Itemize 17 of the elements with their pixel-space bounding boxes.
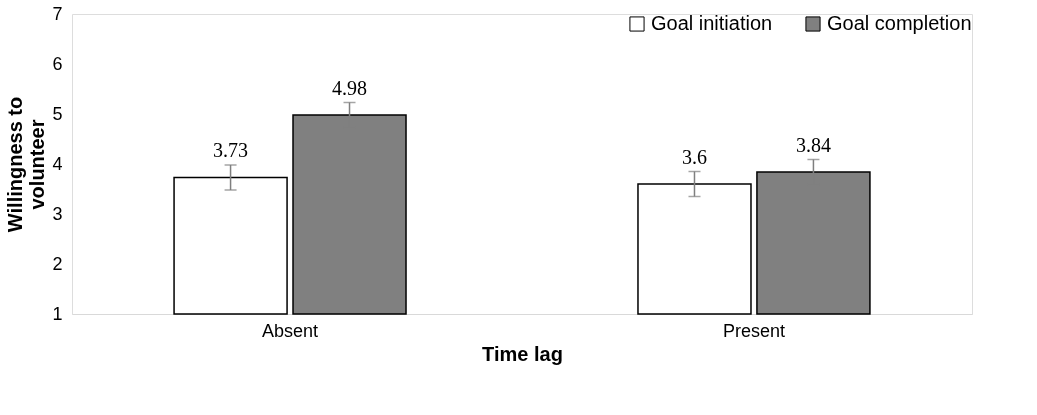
x-tick-label: Absent — [262, 320, 319, 341]
y-tick-label: 5 — [52, 103, 63, 124]
y-tick-label: 2 — [52, 253, 63, 274]
y-tick-label: 7 — [52, 3, 63, 24]
y-axis-title: Willingness to volunteer — [4, 96, 49, 233]
data-label: 3.84 — [795, 133, 831, 156]
y-tick-label: 6 — [52, 53, 63, 74]
legend-label: Goal completion — [827, 12, 972, 34]
y-tick-label: 3 — [52, 203, 63, 224]
y-tick-label: 1 — [52, 303, 63, 324]
y-tick-label: 4 — [52, 153, 63, 174]
legend-label: Goal initiation — [651, 12, 773, 34]
x-axis-title: Time lag — [482, 342, 563, 365]
data-label: 3.6 — [681, 145, 707, 168]
data-label: 4.98 — [332, 76, 368, 99]
data-label: 3.73 — [213, 139, 249, 161]
x-tick-label: Present — [722, 320, 785, 341]
